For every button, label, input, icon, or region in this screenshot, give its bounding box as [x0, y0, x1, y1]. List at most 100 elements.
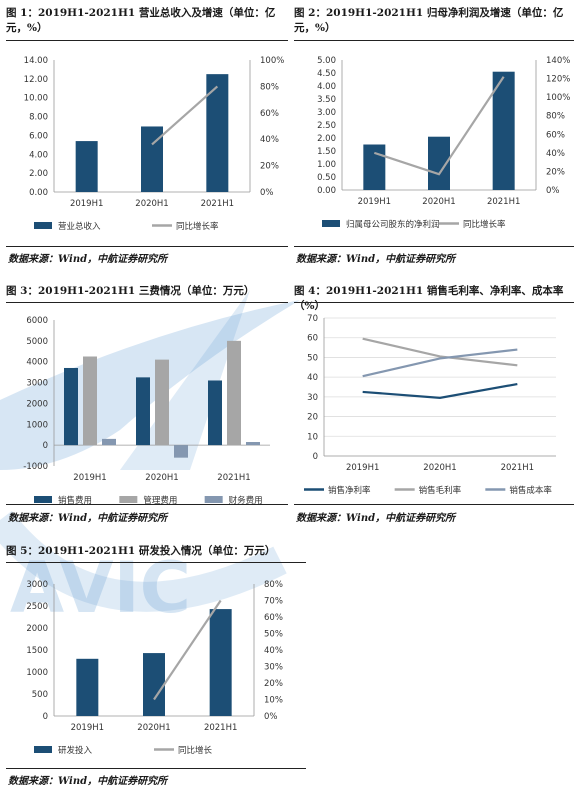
y-tick-label: 1000	[26, 420, 48, 430]
title-rule-4	[294, 302, 574, 303]
bar	[75, 141, 98, 192]
legend-label: 销售费用	[58, 495, 92, 506]
y-tick-label: 12.00	[24, 75, 48, 85]
chart-source-1: 数据来源：Wind，中航证券研究所	[8, 254, 168, 265]
legend-label: 营业总收入	[58, 221, 101, 232]
y2-tick-label: 80%	[260, 82, 279, 92]
y2-tick-label: 30%	[264, 663, 283, 673]
bar	[155, 359, 169, 446]
y-tick-label: -1000	[23, 462, 48, 472]
x-tick-label: 2019H1	[70, 199, 103, 209]
series-line	[153, 599, 222, 701]
title-rule-1	[6, 40, 288, 41]
y-tick-label: 0.00	[317, 186, 336, 196]
bar	[246, 442, 260, 446]
y2-tick-label: 20%	[260, 162, 279, 172]
y-tick-label: 2000	[26, 399, 48, 409]
legend-label: 研发投入	[58, 745, 93, 756]
y-tick-label: 6.00	[29, 131, 48, 141]
y-tick-label: 10.00	[24, 94, 48, 104]
bar	[136, 377, 150, 446]
legend-swatch	[34, 746, 52, 753]
series-line	[362, 382, 518, 399]
y-tick-label: 500	[32, 690, 48, 700]
legend-label: 同比增长率	[463, 219, 506, 230]
y-tick-label: 0	[43, 441, 48, 451]
y-tick-label: 2.00	[317, 134, 336, 144]
y-tick-label: 0.50	[317, 173, 336, 183]
y2-tick-label: 60%	[546, 130, 565, 140]
y2-tick-label: 20%	[546, 167, 565, 177]
y2-tick-label: 70%	[264, 597, 283, 607]
legend-swatch	[119, 496, 138, 503]
legend-label: 同比增长	[178, 745, 213, 756]
y-tick-label: 60	[307, 334, 318, 344]
y-tick-label: 5.00	[317, 56, 336, 66]
y2-tick-label: 60%	[264, 613, 283, 623]
series-line	[362, 348, 518, 378]
chart-2: 0.00 0.50 1.00 1.50 2.00 2.50 3.00 3.50 4.00 4.50…	[317, 56, 570, 230]
chart-title-1: 图 1：2019H1-2021H1 营业总收入及增速（单位：亿元，%）	[6, 7, 276, 34]
bar	[76, 658, 99, 716]
bar	[102, 438, 116, 446]
legend-label: 同比增长率	[176, 221, 219, 232]
y2-tick-label: 120%	[546, 75, 570, 85]
y-tick-label: 30	[307, 393, 318, 403]
legend-swatch	[204, 496, 223, 503]
bar	[208, 380, 222, 446]
legend-swatch	[34, 222, 52, 229]
y-tick-label: 2500	[26, 602, 48, 612]
x-tick-label: 2019H1	[358, 197, 391, 207]
y-tick-label: 4.00	[29, 150, 48, 160]
chart-source-2: 数据来源：Wind，中航证券研究所	[296, 254, 456, 265]
x-tick-label: 2019H1	[73, 473, 106, 483]
series-line	[151, 85, 219, 146]
legend-label: 财务费用	[229, 495, 263, 506]
legend-label: 归属母公司股东的净利润	[346, 219, 440, 230]
chart-title-2: 图 2：2019H1-2021H1 归母净利润及增速（单位：亿元，%）	[294, 7, 564, 34]
y-tick-label: 4.50	[317, 69, 336, 79]
y-tick-label: 4000	[26, 358, 48, 368]
x-tick-label: 2020H1	[423, 463, 456, 473]
legend-swatch	[34, 496, 52, 503]
y-tick-label: 1.00	[317, 160, 336, 170]
y-tick-label: 4.00	[317, 82, 336, 92]
y-tick-label: 0.00	[29, 188, 48, 198]
chart-5: 0 500 1000 1500 2000 2500 3000 0% 10% 20% 30% 40% 50…	[26, 580, 283, 756]
title-rule-2	[294, 40, 574, 41]
y2-tick-label: 10%	[264, 696, 283, 706]
y-tick-label: 14.00	[24, 56, 48, 66]
y-tick-label: 2.00	[29, 169, 48, 179]
y-tick-label: 3.00	[317, 108, 336, 118]
y-tick-label: 0	[313, 452, 318, 462]
y2-tick-label: 140%	[546, 56, 570, 66]
bar	[428, 136, 450, 190]
y-tick-label: 1500	[26, 646, 48, 656]
title-rule-3	[6, 302, 288, 303]
source-rule-3	[6, 504, 288, 505]
x-tick-label: 2021H1	[487, 197, 520, 207]
y2-tick-label: 80%	[264, 580, 283, 590]
legend-swatch	[322, 220, 340, 227]
y-tick-label: 5000	[26, 337, 48, 347]
source-rule-1	[6, 246, 288, 247]
legend-label: 销售毛利率	[419, 485, 462, 496]
x-tick-label: 2019H1	[346, 463, 379, 473]
chart-source-3: 数据来源：Wind，中航证券研究所	[8, 513, 168, 524]
bar	[143, 653, 165, 716]
x-tick-label: 2020H1	[422, 197, 455, 207]
y-tick-label: 70	[307, 314, 318, 324]
legend-label: 销售净利率	[328, 485, 371, 496]
y2-tick-label: 40%	[264, 646, 283, 656]
chart-1: 0.00 2.00 4.00 6.00 8.00 10.00 12.00 14.00 0% 20%…	[24, 56, 285, 232]
y-tick-label: 40	[307, 373, 318, 383]
x-tick-label: 2020H1	[135, 199, 168, 209]
y-tick-label: 3.50	[317, 95, 336, 105]
bar	[206, 74, 229, 192]
x-tick-label: 2019H1	[71, 723, 104, 733]
y-tick-label: 0	[43, 712, 48, 722]
y-tick-label: 8.00	[29, 113, 48, 123]
chart-title-3: 图 3：2019H1-2021H1 三费情况（单位：万元）	[6, 285, 255, 297]
x-tick-label: 2021H1	[217, 473, 250, 483]
chart-source-4: 数据来源：Wind，中航证券研究所	[296, 513, 456, 524]
